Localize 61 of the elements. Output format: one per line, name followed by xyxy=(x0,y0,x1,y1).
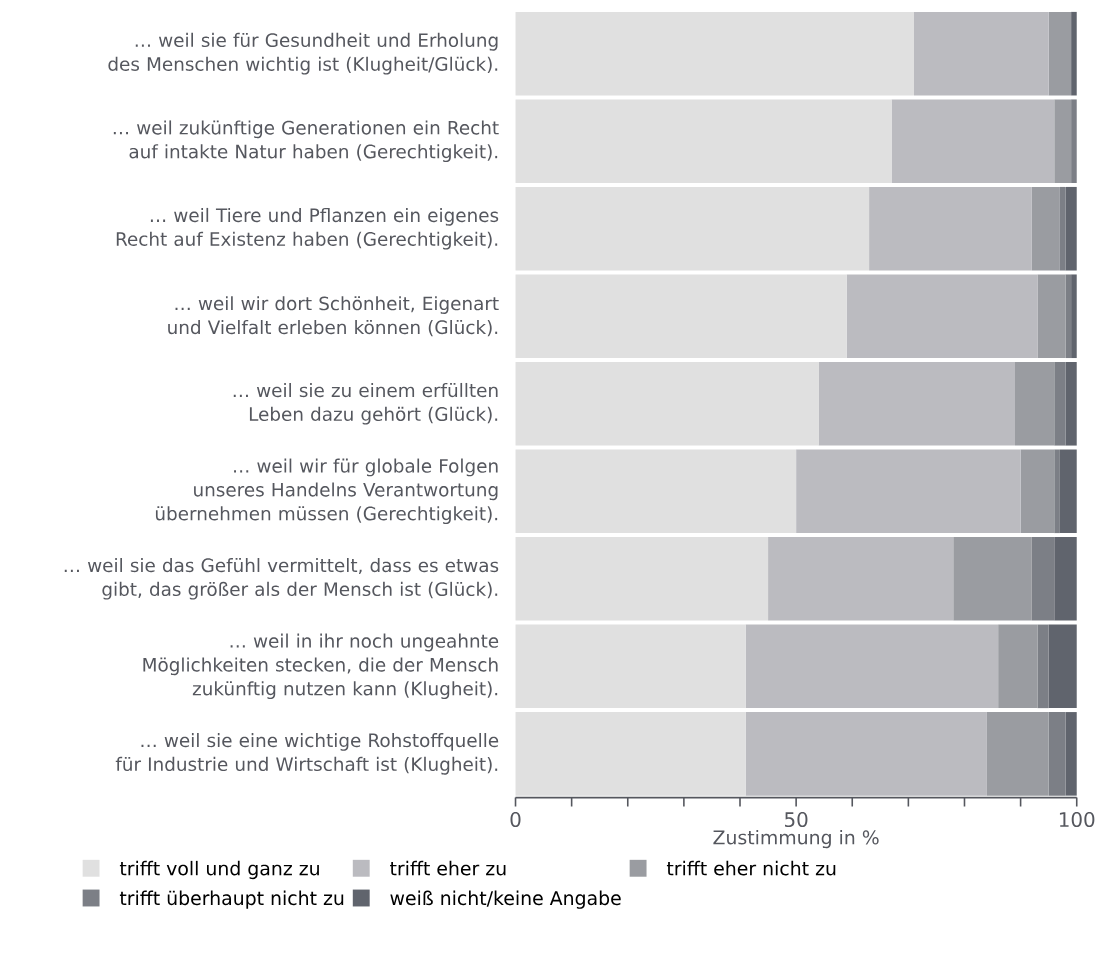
bar xyxy=(1059,449,1077,533)
bar xyxy=(846,274,1038,358)
bar xyxy=(1059,186,1066,271)
bar xyxy=(1048,624,1077,708)
legend-label: trifft voll und ganz zu xyxy=(119,860,319,879)
bar xyxy=(1054,449,1060,533)
bar xyxy=(745,711,987,796)
bar xyxy=(1065,711,1077,796)
bar xyxy=(515,186,870,271)
bar xyxy=(515,624,746,708)
bar xyxy=(953,536,1032,621)
x-tick-label: 0 xyxy=(510,811,521,827)
bar xyxy=(891,99,1055,183)
bar xyxy=(515,11,914,96)
bar xyxy=(1071,274,1077,358)
bar xyxy=(998,624,1038,708)
legend-label: weiß nicht/keine Angabe xyxy=(390,890,621,909)
x-tick-label: 50 xyxy=(785,811,808,827)
bar xyxy=(1065,361,1077,446)
bar xyxy=(1037,274,1066,358)
bar xyxy=(515,361,819,446)
bar xyxy=(1048,711,1066,796)
bar xyxy=(869,186,1032,271)
bar xyxy=(986,711,1049,796)
bar xyxy=(1031,186,1060,271)
bar xyxy=(1071,11,1077,96)
legend-label: trifft eher zu xyxy=(390,860,506,876)
y-tick-label: … weil zukünftige Generationen ein Recht auf intakte Natur haben (Gerechtigkeit). xyxy=(113,120,499,162)
bar xyxy=(1037,624,1049,708)
bar xyxy=(745,624,999,708)
bar xyxy=(515,711,746,796)
bar xyxy=(1054,536,1077,621)
y-tick-label: … weil wir für globale Folgen unseres Handelns Verantwortung übernehmen müssen (Gerechtigkeit). xyxy=(155,458,498,524)
x-axis-title: Zustimmung in % xyxy=(713,829,879,848)
bar xyxy=(1054,361,1066,446)
legend-label: trifft überhaupt nicht zu xyxy=(119,890,344,909)
y-tick-label: … weil sie zu einem erfüllten Leben dazu gehört (Glück). xyxy=(233,382,498,425)
y-tick-label: … weil in ihr noch ungeahnte Möglichkeiten stecken, die der Mensch zukünftig nutzen kann (Klugheit). xyxy=(143,633,499,699)
y-tick-label: … weil wir dort Schönheit, Eigenart und Vielfalt erleben können (Glück). xyxy=(168,295,499,337)
bar xyxy=(796,449,1021,533)
legend-label: trifft eher nicht zu xyxy=(666,860,836,876)
bar xyxy=(1020,449,1055,533)
x-tick-label: 100 xyxy=(1059,811,1095,827)
bar xyxy=(1065,274,1072,358)
bar xyxy=(1071,99,1077,183)
bar xyxy=(1065,186,1077,271)
bar xyxy=(1031,536,1055,621)
y-tick-label: … weil Tiere und Pflanzen ein eigenes Recht auf Existenz haben (Gerechtigkeit). xyxy=(116,207,499,250)
y-tick-label: … weil sie das Gefühl vermittelt, dass es etwas gibt, das größer als der Mensch ist (Glück). xyxy=(64,557,499,600)
bar xyxy=(1015,361,1055,446)
bar xyxy=(515,274,847,358)
bar xyxy=(515,536,769,621)
bar xyxy=(768,536,954,621)
bar xyxy=(1054,99,1072,183)
bar xyxy=(913,11,1049,96)
bar xyxy=(818,361,1015,446)
bar xyxy=(1048,11,1072,96)
y-tick-label: … weil sie eine wichtige Rohstoffquelle für Industrie und Wirtschaft ist (Klugheit). xyxy=(115,732,499,775)
bar xyxy=(515,449,797,533)
y-tick-label: … weil sie für Gesundheit und Erholung des Menschen wichtig ist (Klugheit/Glück). xyxy=(108,32,498,75)
bar xyxy=(515,99,892,183)
